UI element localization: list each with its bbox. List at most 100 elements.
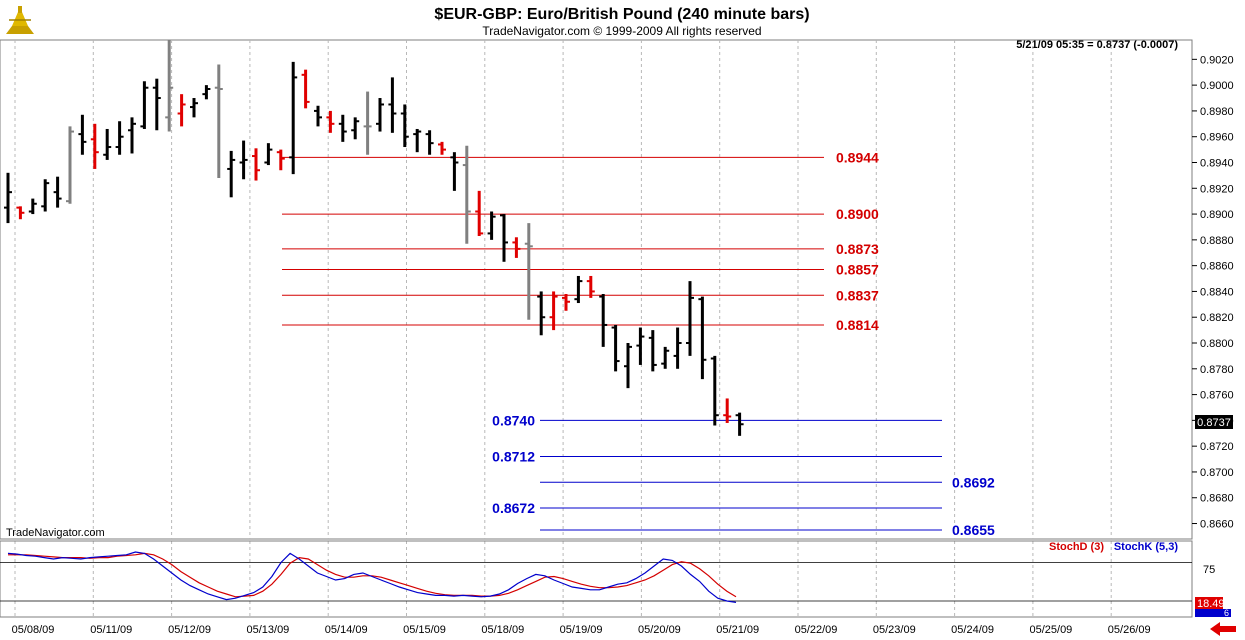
price-bar: [289, 61, 298, 175]
price-bar: [115, 121, 124, 155]
grid: [14, 40, 1112, 617]
y-tick-label: 0.8920: [1200, 183, 1234, 195]
y-tick-label: 0.8900: [1200, 209, 1234, 221]
price-bar: [388, 77, 397, 133]
price-bar: [686, 281, 694, 356]
price-bar: [28, 198, 37, 215]
price-bar: [78, 114, 87, 155]
y-tick-label: 0.8780: [1200, 364, 1234, 376]
x-tick-label: 05/08/09: [12, 624, 55, 636]
price-bars: [4, 40, 744, 436]
price-bar: [735, 412, 744, 436]
y-tick-label: 0.8980: [1200, 106, 1234, 118]
price-bar: [487, 211, 496, 240]
scroll-right-button[interactable]: [1203, 620, 1241, 638]
price-bar: [264, 143, 273, 166]
level-label: 0.8814: [836, 317, 879, 333]
x-tick-label: 05/18/09: [481, 624, 524, 636]
price-bar: [586, 275, 595, 298]
x-tick-label: 05/24/09: [951, 624, 994, 636]
x-tick-label: 05/23/09: [873, 624, 916, 636]
y-tick-label: 0.8680: [1200, 493, 1234, 505]
price-bar: [376, 98, 384, 132]
price-tag-box: [1195, 415, 1233, 429]
stoch-current-box: [1195, 597, 1223, 609]
level-label: 0.8655: [952, 522, 995, 538]
price-bar: [475, 190, 484, 236]
price-bar: [301, 69, 310, 109]
y-tick-label: 0.8960: [1200, 132, 1234, 144]
y-tick-label: 0.8660: [1200, 519, 1234, 531]
logo-icon: [6, 6, 34, 34]
level-label: 0.8857: [836, 262, 879, 278]
price-bar: [462, 145, 471, 244]
x-tick-label: 05/11/09: [90, 624, 132, 636]
stoch-current-label: 18.49: [1197, 598, 1225, 610]
price-bar: [227, 150, 236, 198]
x-tick-label: 05/21/09: [716, 624, 759, 636]
price-bar: [338, 114, 347, 142]
price-bar: [314, 105, 322, 127]
y-tick-label: 0.8860: [1200, 261, 1234, 273]
stochastic-pane: [0, 540, 1193, 618]
y-tick-label: 0.9020: [1200, 54, 1234, 66]
stochk-line: [7, 551, 737, 603]
x-tick-label: 05/19/09: [560, 624, 603, 636]
price-bar: [413, 128, 422, 153]
stoch-k-box: [1195, 609, 1231, 617]
price-bar: [165, 40, 174, 132]
x-tick-label: 05/15/09: [403, 624, 446, 636]
y-tick-label: 0.8840: [1200, 286, 1234, 298]
price-bar: [574, 275, 583, 304]
stochk-legend: StochK (5,3): [1114, 541, 1179, 553]
price-bar: [710, 355, 719, 426]
watermark: TradeNavigator.com: [6, 527, 105, 539]
price-bar: [202, 85, 211, 100]
stochastic-plot: [0, 551, 1192, 603]
price-bar: [276, 149, 285, 171]
level-label: 0.8740: [492, 412, 535, 428]
price-bar: [140, 81, 149, 129]
level-label: 0.8672: [492, 500, 535, 516]
price-bar: [524, 223, 533, 320]
red-arrow-icon: [1210, 622, 1236, 636]
price-bar: [661, 346, 670, 369]
price-bar: [53, 176, 62, 208]
price-bar: [648, 330, 657, 372]
price-bar: [438, 141, 446, 155]
price-bar: [351, 117, 360, 140]
y-tick-label: 0.8760: [1200, 390, 1234, 402]
price-bar: [723, 398, 732, 423]
price-bar: [425, 130, 434, 155]
support-resistance-levels: 0.8944 0.8900 0.8873 0.8857 0.8837 0.8814 0.87…: [282, 149, 995, 538]
price-bar: [512, 237, 521, 258]
price-bar: [103, 128, 112, 160]
price-bar: [698, 296, 707, 380]
y-tick-label: 0.8820: [1200, 312, 1234, 324]
price-bar: [624, 343, 632, 389]
x-tick-label: 05/14/09: [325, 624, 368, 636]
last-quote: 5/21/09 05:35 = 0.8737 (-0.0007): [1016, 39, 1178, 51]
level-label: 0.8900: [836, 206, 879, 222]
price-bar: [400, 104, 409, 148]
price-bar: [190, 98, 198, 118]
level-label: 0.8692: [952, 474, 995, 490]
price-bar: [16, 206, 25, 220]
y-tick-label: 0.9000: [1200, 80, 1234, 92]
chart-copyright: TradeNavigator.com © 1999-2009 All right…: [482, 24, 761, 38]
price-tag: 0.8737: [1197, 417, 1231, 429]
level-label: 0.8837: [836, 287, 879, 303]
price-bar: [450, 152, 459, 191]
stoch-k-label: 6: [1224, 608, 1229, 618]
price-bar: [599, 294, 608, 347]
price-bar: [500, 214, 508, 262]
price-bar: [611, 324, 620, 372]
price-bar: [326, 110, 335, 133]
y-tick-label: 0.8700: [1200, 467, 1234, 479]
level-label: 0.8944: [836, 149, 879, 165]
price-bar: [90, 123, 99, 169]
price-bar: [562, 294, 570, 311]
date-axis: 05/08/09 05/11/09 05/12/09 05/13/09 05/14/09…: [12, 624, 1151, 636]
